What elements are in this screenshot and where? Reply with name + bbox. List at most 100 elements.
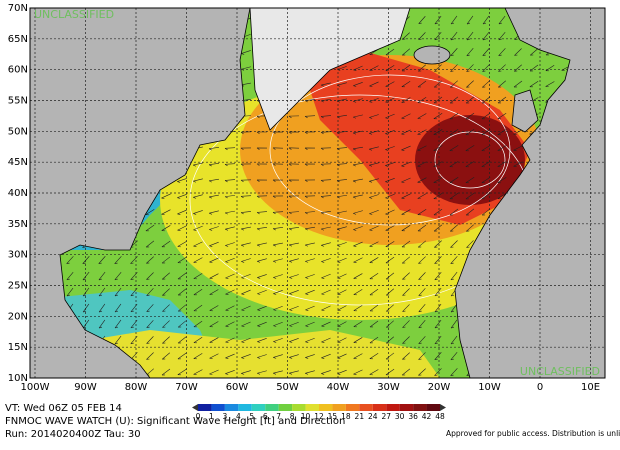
arrow bbox=[82, 256, 90, 265]
legend-label: 3 bbox=[222, 412, 227, 421]
arrow bbox=[450, 368, 458, 376]
arrow bbox=[209, 257, 219, 263]
arrow bbox=[385, 209, 395, 215]
arrow bbox=[98, 303, 106, 313]
arrow bbox=[417, 161, 427, 167]
arrow bbox=[82, 303, 90, 313]
arrow bbox=[114, 271, 122, 281]
arrow bbox=[450, 303, 458, 313]
arrow bbox=[450, 240, 458, 248]
arrow bbox=[385, 241, 395, 248]
arrow bbox=[385, 48, 395, 56]
contour bbox=[269, 74, 511, 226]
arrow bbox=[288, 242, 299, 247]
arrow bbox=[177, 178, 187, 183]
arrow bbox=[272, 242, 283, 247]
arrow bbox=[434, 256, 442, 264]
arrow bbox=[177, 288, 187, 296]
arrow bbox=[530, 48, 538, 56]
arrow bbox=[498, 64, 506, 72]
arrow bbox=[385, 352, 395, 360]
arrow bbox=[98, 287, 106, 297]
arrow bbox=[498, 15, 506, 25]
arrow bbox=[449, 96, 459, 104]
arrow bbox=[193, 304, 203, 312]
arrow bbox=[257, 354, 267, 359]
arrow bbox=[224, 195, 235, 199]
legend-swatch bbox=[386, 404, 400, 411]
arrow bbox=[418, 272, 426, 280]
arrow bbox=[225, 257, 235, 263]
arrow bbox=[434, 287, 442, 297]
arrow bbox=[272, 163, 284, 166]
arrow bbox=[353, 241, 363, 247]
latitude-label: 40N bbox=[8, 188, 28, 199]
arrow bbox=[162, 304, 170, 312]
arrow bbox=[241, 258, 251, 263]
arrow bbox=[240, 195, 252, 199]
arrow bbox=[66, 256, 74, 264]
arrow bbox=[352, 162, 363, 167]
arrow bbox=[209, 337, 219, 344]
arrow bbox=[320, 131, 332, 135]
valid-time: VT: Wed 06Z 05 FEB 14 bbox=[5, 403, 122, 414]
arrow bbox=[288, 179, 300, 182]
arrow bbox=[401, 145, 411, 151]
arrow bbox=[241, 289, 251, 295]
arrow bbox=[289, 274, 299, 279]
longitude-label: 30W bbox=[377, 382, 400, 393]
arrow bbox=[257, 370, 267, 375]
arrow bbox=[225, 370, 235, 375]
arrow bbox=[401, 113, 411, 119]
longitude-label: 70W bbox=[175, 382, 198, 393]
arrow bbox=[385, 130, 395, 135]
legend-label: 5 bbox=[249, 412, 254, 421]
arrow bbox=[385, 178, 395, 183]
graticule bbox=[30, 8, 605, 378]
legend-swatch bbox=[198, 404, 212, 411]
arrow bbox=[225, 226, 235, 231]
arrow bbox=[257, 338, 267, 343]
arrow bbox=[369, 353, 379, 360]
arrow bbox=[193, 369, 203, 376]
arrow bbox=[402, 32, 410, 40]
arrow bbox=[321, 321, 331, 327]
arrow bbox=[434, 368, 442, 376]
latitude-label: 35N bbox=[8, 219, 28, 230]
arrow bbox=[401, 177, 411, 183]
arrow bbox=[145, 224, 155, 232]
arrow bbox=[433, 224, 443, 232]
arrow bbox=[450, 335, 458, 345]
legend-swatch bbox=[265, 404, 279, 411]
arrow bbox=[401, 225, 411, 232]
arrow bbox=[353, 98, 363, 103]
watermark: UNCLASSIFIED bbox=[520, 365, 600, 378]
arrow bbox=[497, 193, 507, 200]
arrow bbox=[336, 163, 348, 167]
arrow bbox=[208, 147, 219, 151]
map bbox=[30, 8, 605, 378]
arrow bbox=[401, 161, 411, 167]
arrow bbox=[146, 272, 154, 280]
arrow bbox=[161, 368, 171, 376]
arrow bbox=[193, 273, 203, 280]
arrow bbox=[240, 211, 251, 215]
arrow bbox=[273, 370, 283, 375]
arrow bbox=[369, 369, 379, 376]
arrow bbox=[240, 163, 252, 167]
arrow bbox=[465, 96, 475, 104]
arrow bbox=[320, 82, 331, 87]
arrow bbox=[241, 273, 251, 279]
arrow bbox=[320, 163, 332, 167]
arrow bbox=[193, 178, 203, 183]
arrow bbox=[304, 226, 315, 231]
legend-label: 7 bbox=[276, 412, 281, 421]
arrow bbox=[256, 195, 268, 199]
arrow bbox=[369, 336, 379, 344]
arrow bbox=[481, 129, 491, 136]
arrow bbox=[272, 131, 284, 134]
arrow bbox=[225, 337, 235, 343]
arrow bbox=[257, 321, 267, 327]
arrow bbox=[497, 145, 507, 152]
arrow bbox=[449, 208, 459, 216]
